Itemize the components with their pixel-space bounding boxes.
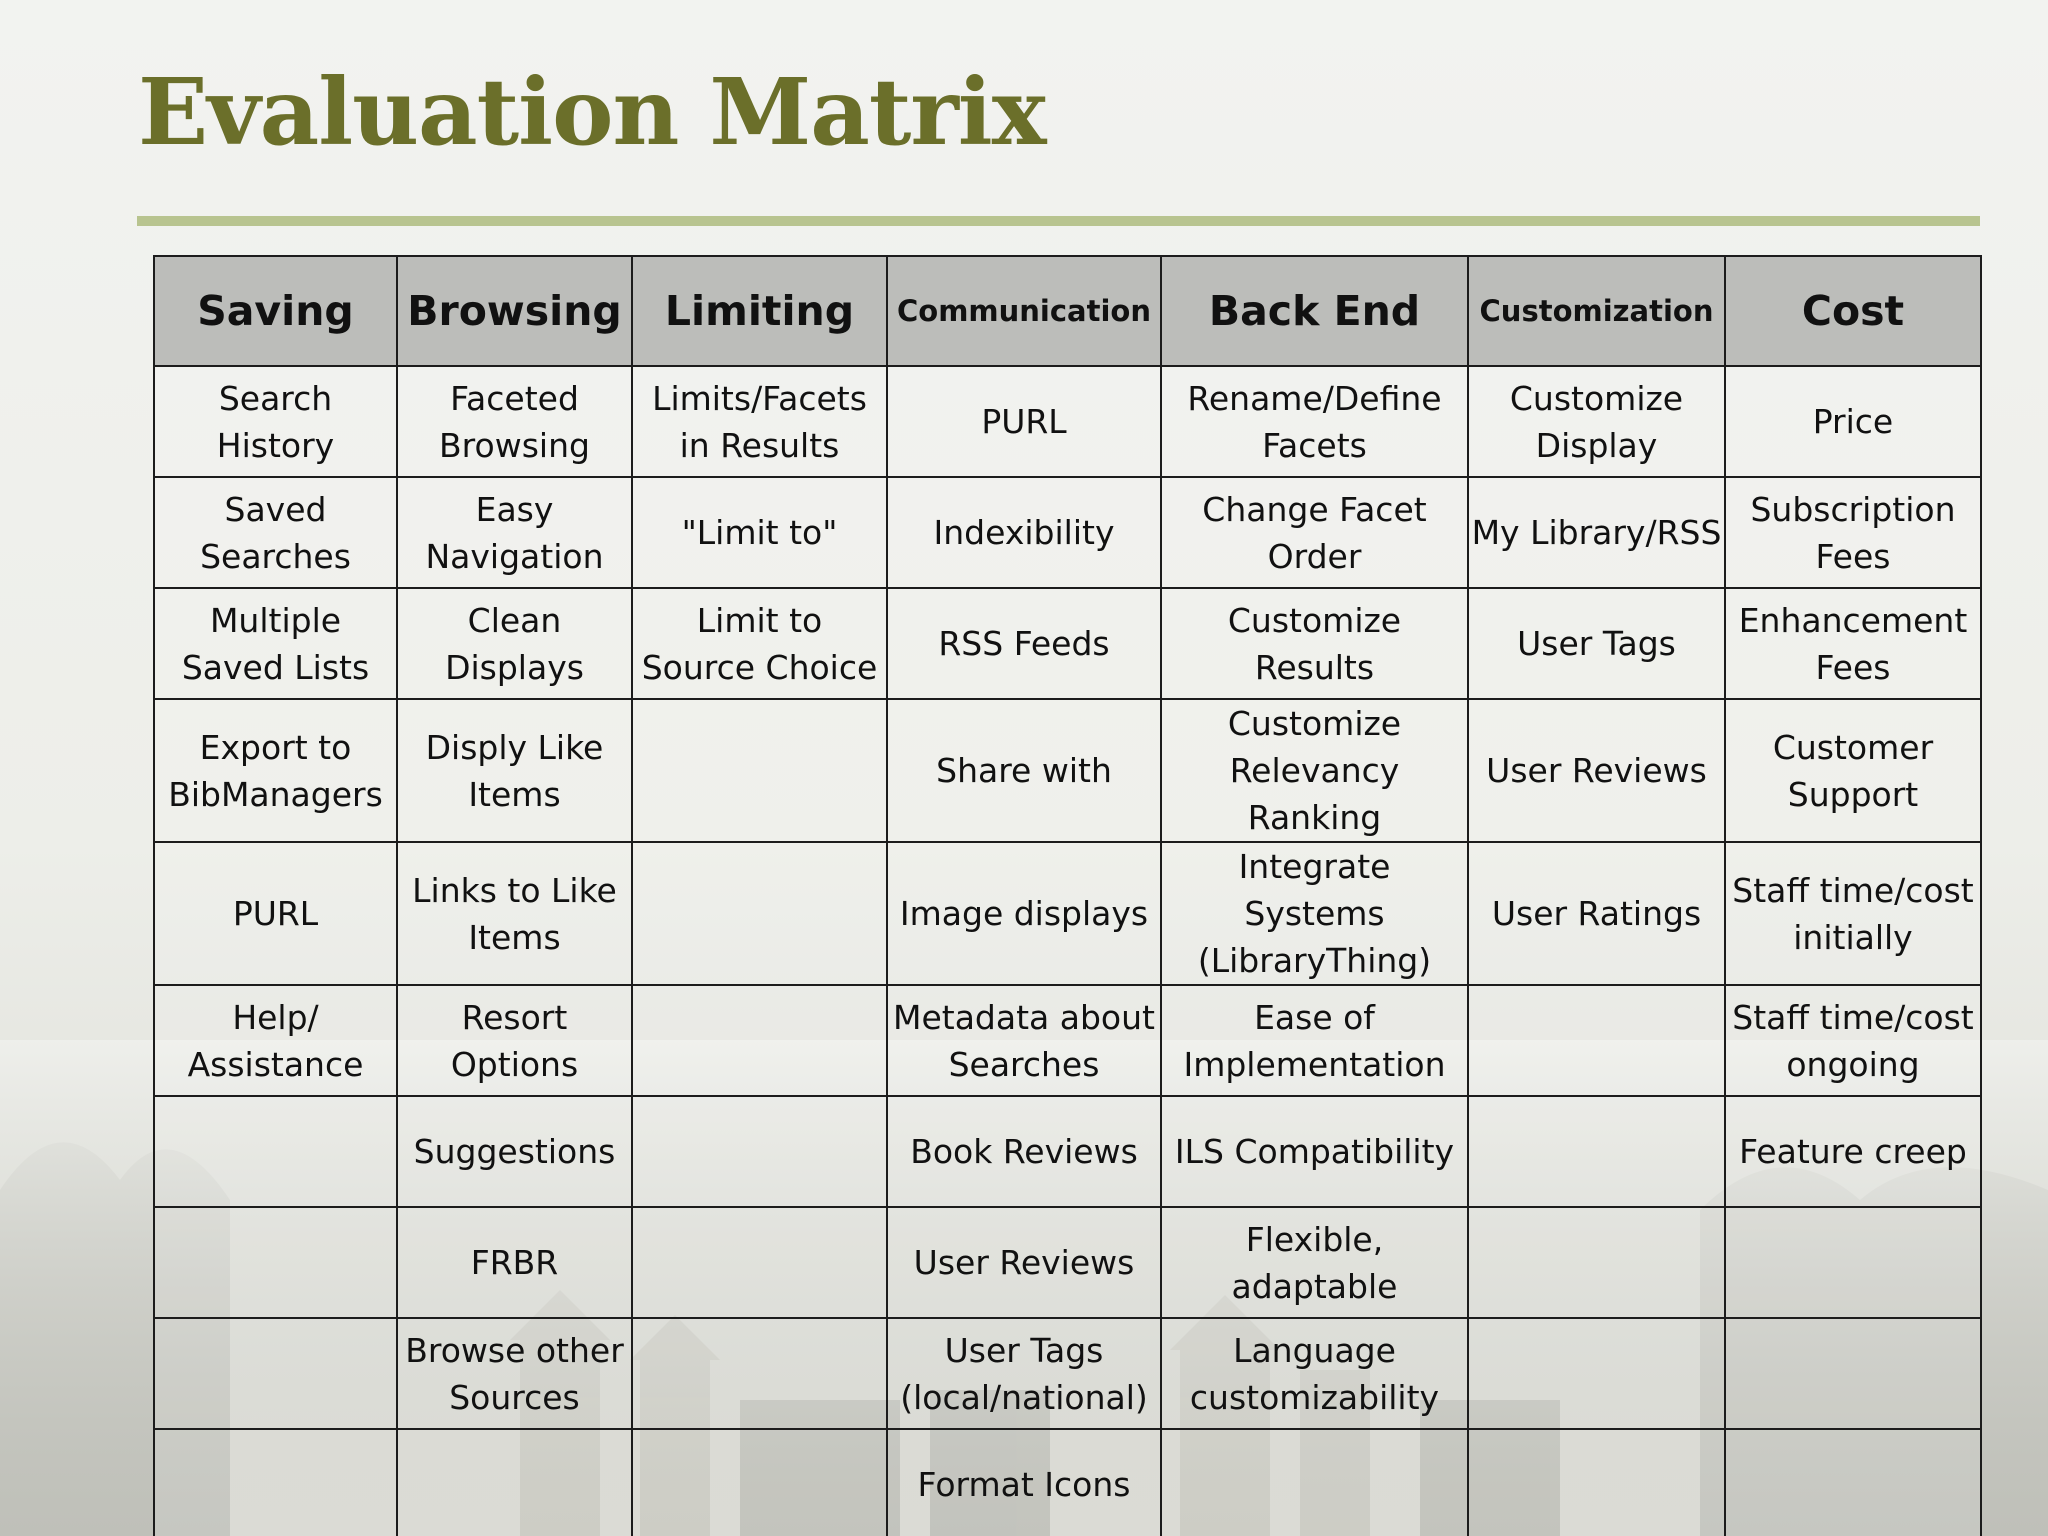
table-cell: Help/ Assistance xyxy=(153,984,398,1097)
table-cell xyxy=(631,1428,888,1536)
table-cell: Change Facet Order xyxy=(1160,476,1469,589)
table-cell xyxy=(1724,1428,1982,1536)
table-cell: Format Icons xyxy=(886,1428,1162,1536)
table-row: Help/ Assistance Resort Options Metadata… xyxy=(153,984,1982,1097)
table-cell: RSS Feeds xyxy=(886,587,1162,700)
table-row: Multiple Saved Lists Clean Displays Limi… xyxy=(153,587,1982,700)
table-cell: Resort Options xyxy=(396,984,633,1097)
table-cell: User Tags (local/national) xyxy=(886,1317,1162,1430)
table-cell: Export to BibManagers xyxy=(153,698,398,843)
table-cell: Links to Like Items xyxy=(396,841,633,986)
table-cell xyxy=(631,698,888,843)
table-cell: Limits/Facets in Results xyxy=(631,365,888,478)
table-cell: Staff time/cost ongoing xyxy=(1724,984,1982,1097)
table-cell: Faceted Browsing xyxy=(396,365,633,478)
table-cell: Customer Support xyxy=(1724,698,1982,843)
table-cell xyxy=(396,1428,633,1536)
table-cell xyxy=(1467,984,1726,1097)
table-cell: User Ratings xyxy=(1467,841,1726,986)
table-cell xyxy=(1467,1428,1726,1536)
table-cell xyxy=(631,841,888,986)
column-header-limiting: Limiting xyxy=(631,255,888,367)
table-cell: "Limit to" xyxy=(631,476,888,589)
table-cell: Customize Results xyxy=(1160,587,1469,700)
table-cell: Subscription Fees xyxy=(1724,476,1982,589)
table-cell: Metadata about Searches xyxy=(886,984,1162,1097)
column-header-communication: Communication xyxy=(886,255,1162,367)
column-header-customization: Customization xyxy=(1467,255,1726,367)
table-cell: Multiple Saved Lists xyxy=(153,587,398,700)
table-cell xyxy=(631,984,888,1097)
table-row: Format Icons xyxy=(153,1428,1982,1536)
table-cell xyxy=(1467,1317,1726,1430)
table-cell: Easy Navigation xyxy=(396,476,633,589)
table-cell: Staff time/cost initially xyxy=(1724,841,1982,986)
table-cell xyxy=(153,1095,398,1208)
table-cell: Price xyxy=(1724,365,1982,478)
table-cell xyxy=(153,1317,398,1430)
table-cell: Integrate Systems (LibraryThing) xyxy=(1160,841,1469,986)
table-cell xyxy=(153,1206,398,1319)
table-row: Saved Searches Easy Navigation "Limit to… xyxy=(153,476,1982,589)
table-cell: My Library/RSS xyxy=(1467,476,1726,589)
table-cell xyxy=(631,1206,888,1319)
table-cell: Enhancement Fees xyxy=(1724,587,1982,700)
table-cell xyxy=(631,1095,888,1208)
column-header-back-end: Back End xyxy=(1160,255,1469,367)
table-cell: Clean Displays xyxy=(396,587,633,700)
table-cell xyxy=(1160,1428,1469,1536)
table-row: Suggestions Book Reviews ILS Compatibili… xyxy=(153,1095,1982,1208)
table-cell xyxy=(1724,1206,1982,1319)
evaluation-matrix-table: Saving Browsing Limiting Communication B… xyxy=(153,255,1982,1536)
table-row: Search History Faceted Browsing Limits/F… xyxy=(153,365,1982,478)
table-row: PURL Links to Like Items Image displays … xyxy=(153,841,1982,986)
table-cell: User Reviews xyxy=(1467,698,1726,843)
table-cell xyxy=(1467,1206,1726,1319)
table-cell: ILS Compatibility xyxy=(1160,1095,1469,1208)
table-cell: Flexible, adaptable xyxy=(1160,1206,1469,1319)
column-header-browsing: Browsing xyxy=(396,255,633,367)
table-cell: Share with xyxy=(886,698,1162,843)
title-divider xyxy=(137,216,1980,226)
table-cell: Disply Like Items xyxy=(396,698,633,843)
table-cell: PURL xyxy=(886,365,1162,478)
table-cell: Browse other Sources xyxy=(396,1317,633,1430)
table-cell: User Tags xyxy=(1467,587,1726,700)
table-cell xyxy=(1467,1095,1726,1208)
table-row: FRBR User Reviews Flexible, adaptable xyxy=(153,1206,1982,1319)
table-cell: Saved Searches xyxy=(153,476,398,589)
table-cell: Suggestions xyxy=(396,1095,633,1208)
table-cell xyxy=(1724,1317,1982,1430)
table-cell: Search History xyxy=(153,365,398,478)
table-cell xyxy=(631,1317,888,1430)
table-cell: Customize Display xyxy=(1467,365,1726,478)
table-cell: Image displays xyxy=(886,841,1162,986)
column-header-cost: Cost xyxy=(1724,255,1982,367)
table-cell: Ease of Implementation xyxy=(1160,984,1469,1097)
table-row: Browse other Sources User Tags (local/na… xyxy=(153,1317,1982,1430)
table-cell: FRBR xyxy=(396,1206,633,1319)
column-header-saving: Saving xyxy=(153,255,398,367)
table-cell: User Reviews xyxy=(886,1206,1162,1319)
table-row: Export to BibManagers Disply Like Items … xyxy=(153,698,1982,843)
table-cell: Rename/Define Facets xyxy=(1160,365,1469,478)
table-cell xyxy=(153,1428,398,1536)
table-cell: Feature creep xyxy=(1724,1095,1982,1208)
table-cell: Limit to Source Choice xyxy=(631,587,888,700)
table-cell: Customize Relevancy Ranking xyxy=(1160,698,1469,843)
slide-title: Evaluation Matrix xyxy=(138,58,1047,166)
table-cell: Language customizability xyxy=(1160,1317,1469,1430)
table-cell: Book Reviews xyxy=(886,1095,1162,1208)
table-cell: PURL xyxy=(153,841,398,986)
table-cell: Indexibility xyxy=(886,476,1162,589)
table-header-row: Saving Browsing Limiting Communication B… xyxy=(153,255,1982,367)
